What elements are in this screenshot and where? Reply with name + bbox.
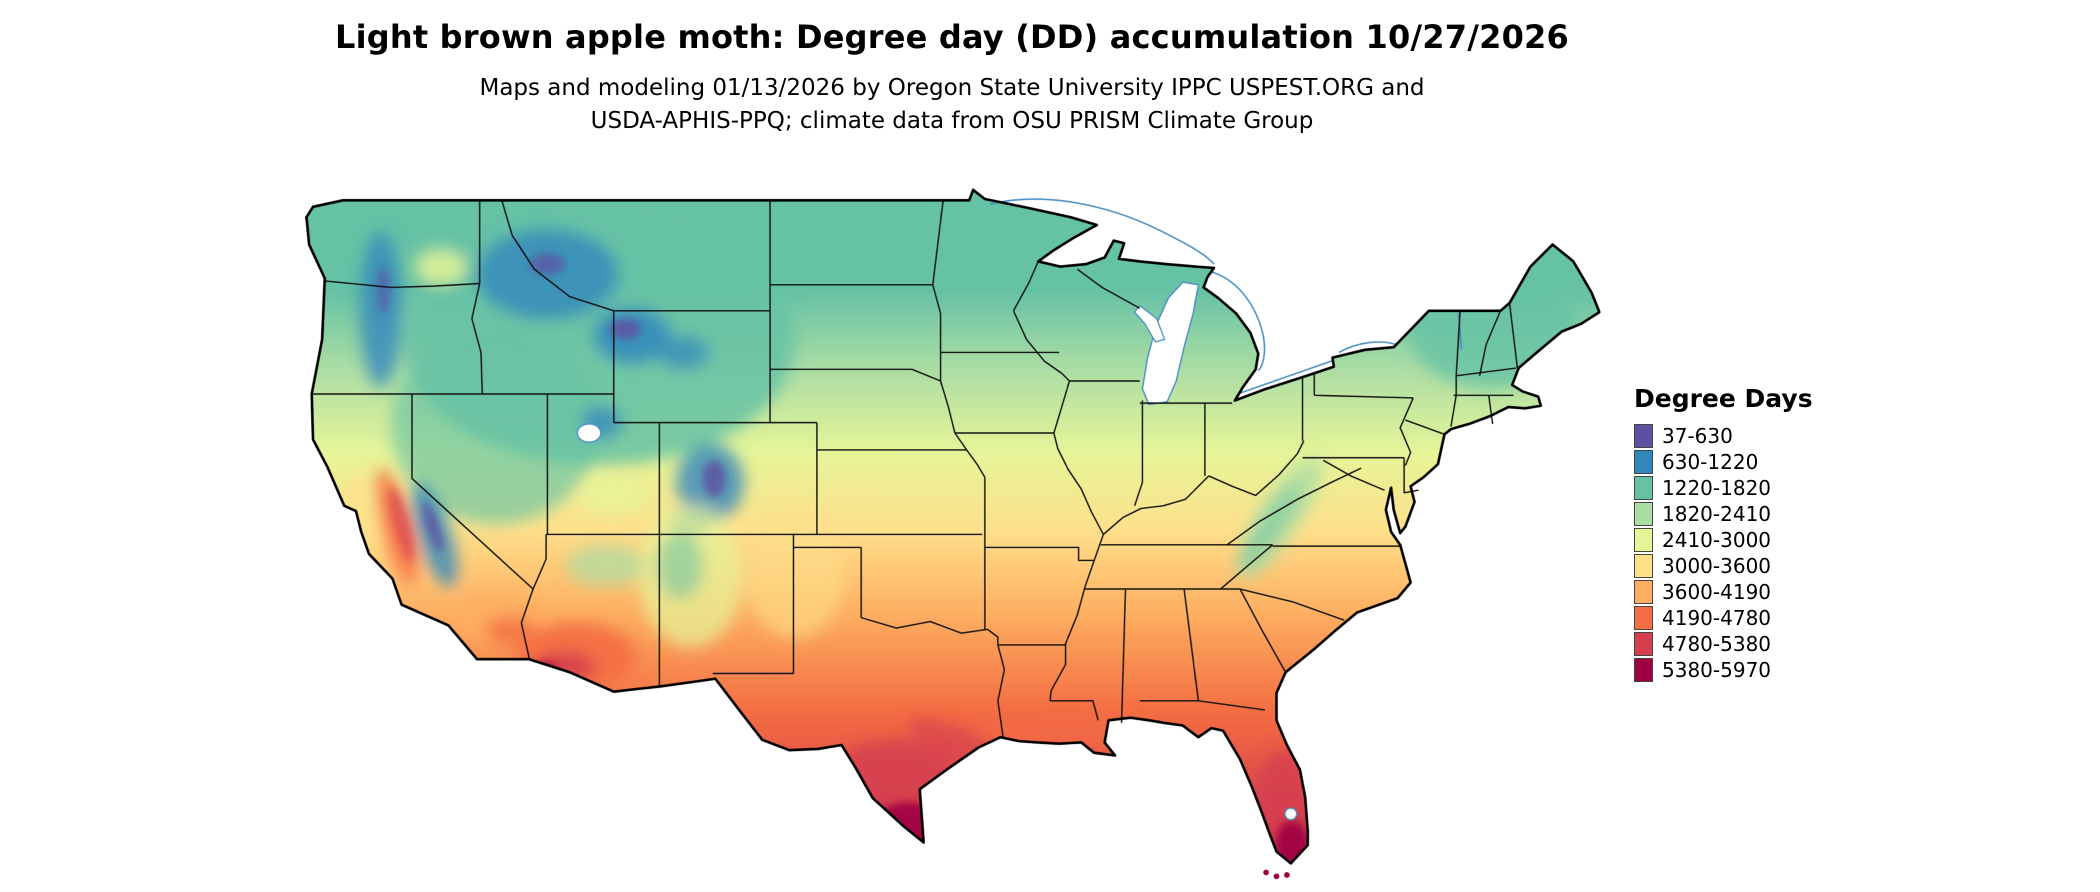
legend-label: 1220-1820	[1662, 476, 1772, 500]
legend-row: 630-1220	[1634, 449, 1813, 475]
legend-swatch	[1634, 658, 1653, 682]
legend-row: 2410-3000	[1634, 527, 1813, 553]
legend-label: 630-1220	[1662, 450, 1759, 474]
state-borders	[311, 200, 1519, 738]
green-bay	[1133, 304, 1166, 343]
legend-row: 4190-4780	[1634, 605, 1813, 631]
lake-michigan	[1141, 281, 1200, 406]
legend-row: 3600-4190	[1634, 579, 1813, 605]
legend-row: 37-630	[1634, 423, 1813, 449]
map-subtitle-line2: USDA-APHIS-PPQ; climate data from OSU PR…	[590, 108, 1314, 134]
legend-swatch	[1634, 632, 1653, 656]
legend-row: 4780-5380	[1634, 631, 1813, 657]
legend-swatch	[1634, 606, 1653, 630]
legend-label: 3000-3600	[1662, 554, 1772, 578]
lake-huron-shore	[1211, 271, 1266, 372]
lake-okeechobee	[1284, 807, 1298, 821]
legend-label: 5380-5970	[1662, 658, 1772, 682]
map-header: Light brown apple moth: Degree day (DD) …	[0, 18, 1904, 138]
degree-day-field	[306, 189, 1600, 864]
legend-swatch	[1634, 450, 1653, 474]
legend-title: Degree Days	[1634, 384, 1813, 413]
legend-label: 2410-3000	[1662, 528, 1772, 552]
legend-swatch	[1634, 528, 1653, 552]
florida-keys	[1263, 869, 1290, 880]
map-title: Light brown apple moth: Degree day (DD) …	[334, 18, 1569, 56]
legend-row: 5380-5970	[1634, 657, 1813, 683]
legend-label: 4190-4780	[1662, 606, 1772, 630]
legend: Degree Days 37-630 630-1220 1220-1820 1820-…	[1634, 384, 1813, 683]
legend-label: 37-630	[1662, 424, 1733, 448]
lake-superior-shore	[989, 198, 1215, 265]
legend-label: 3600-4190	[1662, 580, 1772, 604]
map-subtitle-line1: Maps and modeling 01/13/2026 by Oregon S…	[479, 75, 1425, 101]
legend-label: 4780-5380	[1662, 632, 1772, 656]
map-subtitle: Maps and modeling 01/13/2026 by Oregon S…	[0, 72, 1904, 138]
great-salt-lake	[576, 423, 602, 443]
us-outline	[305, 188, 1601, 865]
legend-swatch	[1634, 502, 1653, 526]
legend-swatch	[1634, 424, 1653, 448]
legend-row: 3000-3600	[1634, 553, 1813, 579]
lake-erie-shore	[1237, 359, 1335, 395]
legend-swatch	[1634, 554, 1653, 578]
legend-label: 1820-2410	[1662, 502, 1772, 526]
legend-row: 1820-2410	[1634, 501, 1813, 527]
great-lakes	[576, 198, 1463, 821]
legend-rows: 37-630 630-1220 1220-1820 1820-2410 2410-300…	[1634, 423, 1813, 683]
us-map-svg	[305, 188, 1601, 880]
lake-ontario-shore	[1338, 341, 1397, 354]
legend-swatch	[1634, 580, 1653, 604]
legend-row: 1220-1820	[1634, 475, 1813, 501]
legend-swatch	[1634, 476, 1653, 500]
us-degree-day-map	[300, 186, 1602, 888]
